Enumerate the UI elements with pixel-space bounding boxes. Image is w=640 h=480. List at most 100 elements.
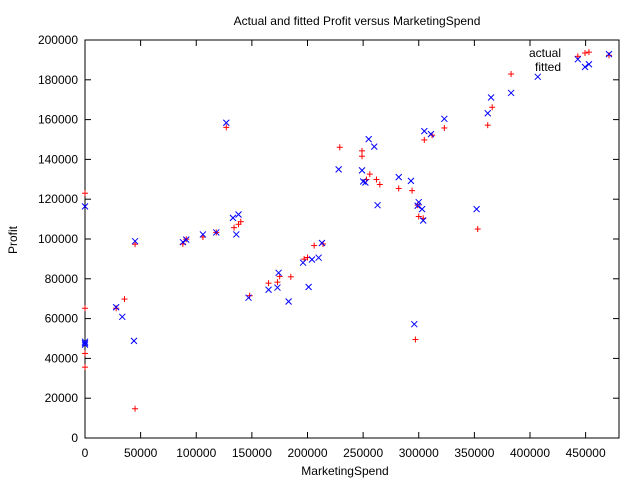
data-point-fitted bbox=[487, 94, 495, 101]
data-point-fitted bbox=[507, 89, 515, 97]
data-point-fitted bbox=[285, 298, 292, 305]
x-tick-label: 0 bbox=[82, 446, 89, 460]
data-point-actual bbox=[82, 364, 88, 371]
data-point-actual bbox=[489, 104, 496, 111]
y-tick-label: 120000 bbox=[38, 192, 78, 206]
series-actual bbox=[82, 49, 612, 412]
data-point-fitted bbox=[473, 205, 480, 213]
data-point-fitted bbox=[81, 203, 89, 210]
data-point-actual bbox=[274, 279, 281, 286]
data-point-actual bbox=[376, 181, 383, 188]
data-point-fitted bbox=[308, 256, 316, 263]
data-point-actual bbox=[336, 144, 343, 151]
data-point-fitted bbox=[410, 320, 418, 328]
data-point-actual bbox=[82, 305, 88, 312]
data-point-fitted bbox=[81, 339, 89, 347]
x-tick-label: 400000 bbox=[510, 446, 550, 460]
data-point-actual bbox=[132, 241, 139, 248]
x-tick-label: 100000 bbox=[176, 446, 216, 460]
y-axis-label: Profit bbox=[6, 225, 20, 254]
y-tick-label: 40000 bbox=[45, 351, 79, 365]
data-point-actual bbox=[415, 213, 422, 220]
data-point-fitted bbox=[315, 254, 322, 262]
data-point-actual bbox=[366, 171, 373, 178]
data-point-fitted bbox=[212, 229, 220, 236]
y-tick-label: 0 bbox=[71, 431, 78, 445]
data-point-fitted bbox=[361, 179, 369, 186]
data-point-fitted bbox=[365, 135, 373, 143]
data-point-fitted bbox=[81, 338, 89, 346]
data-point-fitted bbox=[131, 237, 139, 245]
data-series bbox=[81, 49, 613, 412]
data-point-fitted bbox=[305, 283, 312, 291]
data-point-fitted bbox=[534, 73, 542, 81]
data-point-actual bbox=[82, 350, 88, 357]
data-point-fitted bbox=[359, 178, 367, 185]
data-point-fitted bbox=[484, 109, 492, 117]
y-tick-label: 20000 bbox=[45, 391, 79, 405]
data-point-actual bbox=[121, 296, 128, 303]
data-point-fitted bbox=[112, 303, 120, 311]
data-point-fitted bbox=[420, 127, 428, 135]
plot-area: 0 50000 100000 150000 200000 250000 300000 3500… bbox=[38, 33, 620, 460]
x-axis-label: MarketingSpend bbox=[301, 464, 388, 478]
x-tick-label: 200000 bbox=[287, 446, 327, 460]
series-fitted bbox=[81, 50, 613, 349]
data-point-actual bbox=[237, 218, 244, 225]
data-point-actual bbox=[132, 405, 139, 412]
data-point-actual bbox=[441, 124, 448, 131]
data-point-actual bbox=[574, 53, 581, 60]
data-point-fitted bbox=[318, 239, 326, 247]
data-point-fitted bbox=[222, 119, 230, 127]
data-point-fitted bbox=[585, 60, 593, 68]
y-tick-label: 80000 bbox=[45, 272, 79, 286]
x-tick-label: 250000 bbox=[343, 446, 383, 460]
data-point-fitted bbox=[415, 198, 423, 206]
x-tick-label: 350000 bbox=[454, 446, 494, 460]
data-point-actual bbox=[412, 336, 419, 343]
data-point-actual bbox=[373, 176, 380, 183]
y-tick-label: 140000 bbox=[38, 152, 78, 166]
data-point-fitted bbox=[232, 231, 240, 238]
y-tick-label: 60000 bbox=[45, 312, 79, 326]
data-point-fitted bbox=[130, 337, 138, 345]
data-point-fitted bbox=[199, 231, 207, 238]
data-point-actual bbox=[287, 273, 294, 280]
data-point-actual bbox=[474, 226, 481, 233]
data-point-fitted bbox=[370, 143, 378, 151]
x-axis-ticks: 0 50000 100000 150000 200000 250000 300000 3500… bbox=[82, 40, 606, 460]
legend-label-actual: actual bbox=[529, 46, 561, 60]
data-point-actual bbox=[409, 187, 416, 194]
y-tick-label: 180000 bbox=[38, 73, 78, 87]
data-point-fitted bbox=[574, 55, 582, 63]
data-point-fitted bbox=[395, 173, 403, 181]
data-point-fitted bbox=[81, 341, 89, 349]
data-point-actual bbox=[82, 190, 88, 197]
data-point-fitted bbox=[245, 294, 252, 302]
x-tick-label: 300000 bbox=[399, 446, 439, 460]
data-point-actual bbox=[223, 124, 230, 131]
data-point-fitted bbox=[419, 217, 427, 224]
x-tick-label: 450000 bbox=[566, 446, 606, 460]
data-point-fitted bbox=[407, 177, 415, 185]
y-tick-label: 200000 bbox=[38, 33, 78, 47]
data-point-fitted bbox=[265, 286, 272, 294]
data-point-fitted bbox=[118, 313, 126, 321]
data-point-fitted bbox=[275, 269, 282, 277]
x-tick-label: 50000 bbox=[124, 446, 158, 460]
data-point-actual bbox=[113, 305, 120, 312]
data-point-actual bbox=[231, 224, 238, 231]
data-point-actual bbox=[605, 52, 612, 59]
data-point-actual bbox=[359, 147, 366, 154]
data-point-fitted bbox=[335, 165, 343, 173]
data-point-actual bbox=[359, 153, 366, 160]
data-point-actual bbox=[421, 136, 428, 143]
data-point-fitted bbox=[418, 205, 426, 213]
data-point-fitted bbox=[374, 201, 381, 209]
data-point-actual bbox=[508, 71, 515, 78]
legend-label-fitted: fitted bbox=[535, 60, 561, 74]
y-tick-label: 100000 bbox=[38, 232, 78, 246]
data-point-fitted bbox=[299, 259, 307, 267]
plot-frame bbox=[84, 39, 620, 439]
